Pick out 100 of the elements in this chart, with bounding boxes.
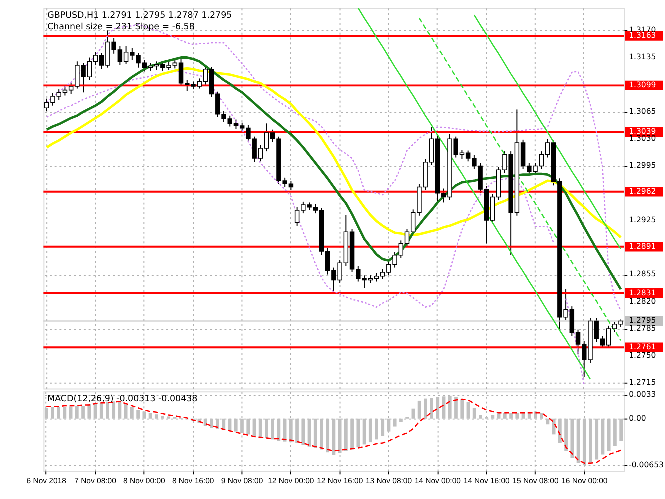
bar [112, 402, 116, 419]
y-tick-label: 1.2995 [629, 161, 656, 170]
line-series [358, 8, 592, 380]
bar [265, 418, 268, 438]
bar [344, 418, 348, 452]
chart-title: GBPUSD,H1 1.2791 1.2795 1.2787 1.2795 [48, 10, 232, 21]
bar [271, 418, 274, 440]
x-tick-label: 16 Nov 00:00 [562, 476, 608, 486]
bar [368, 418, 372, 443]
y-tick-label: 1.2715 [629, 378, 656, 388]
x-tick-label: 14 Nov 00:00 [414, 476, 461, 486]
ref-line-label: 1.3039 [629, 127, 656, 136]
bar [436, 397, 440, 419]
bar [69, 406, 73, 419]
ref-line-label: 1.3099 [629, 80, 656, 90]
bar [210, 418, 214, 428]
y-tick-label: -0.00653 [629, 460, 664, 470]
y-tick-label: 1.3065 [629, 106, 656, 116]
y-tick-label: 1.2820 [629, 296, 656, 306]
bar [589, 418, 592, 464]
bar [614, 418, 617, 446]
bar [326, 418, 330, 453]
bar [564, 418, 568, 452]
bar [607, 418, 611, 452]
x-tick-label: 9 Nov 08:00 [221, 476, 264, 486]
bar [302, 418, 306, 446]
y-tick-label: 0.0033 [629, 390, 656, 400]
bar [234, 418, 238, 432]
y-tick-label: 0.00 [629, 414, 646, 423]
bar [479, 415, 482, 419]
bar [381, 418, 385, 436]
bar [296, 418, 299, 444]
bar [216, 418, 220, 429]
bar [161, 416, 164, 419]
ref-line-label: 1.2962 [629, 186, 656, 196]
bar [338, 418, 342, 454]
bar [595, 418, 599, 460]
bar [246, 418, 250, 435]
x-tick-label: 12 Nov 16:00 [317, 476, 364, 486]
bar [540, 413, 544, 419]
bar [142, 412, 146, 419]
x-tick-label: 12 Nov 00:00 [268, 476, 314, 486]
bar [240, 418, 244, 434]
bar [136, 410, 140, 419]
x-tick-label: 8 Nov 16:00 [172, 476, 214, 486]
x-tick-label: 13 Nov 08:00 [366, 476, 412, 486]
bar [350, 418, 354, 450]
x-tick-label: 8 Nov 00:00 [124, 476, 166, 486]
bar [88, 404, 92, 419]
chart-title: MACD(12,26,9) -0.00313 -0.00438 [48, 394, 198, 404]
y-tick-label: 1.3135 [629, 52, 656, 62]
bar [44, 408, 48, 419]
bar [130, 407, 134, 419]
bar [124, 404, 128, 419]
bar [82, 406, 85, 419]
bar [51, 407, 54, 419]
y-tick-label: 1.2750 [629, 351, 656, 360]
x-tick-label: 6 Nov 2018 [26, 476, 66, 486]
bar [424, 398, 428, 419]
ref-line-label: 1.2761 [629, 342, 656, 352]
bar [277, 418, 281, 442]
bar [387, 418, 391, 432]
y-tick-label: 1.2925 [629, 215, 656, 224]
bar [106, 402, 110, 419]
bar [582, 418, 586, 466]
y-tick-label: 1.2855 [629, 270, 656, 279]
bar [320, 418, 324, 450]
bar [491, 415, 495, 419]
bar [100, 403, 104, 419]
bar [289, 418, 293, 443]
bar [558, 418, 562, 444]
ref-line-label: 1.2891 [629, 242, 656, 251]
x-tick-label: 7 Nov 08:00 [74, 476, 116, 486]
line-series [46, 24, 622, 312]
bar [472, 408, 476, 419]
x-tick-label: 15 Nov 08:00 [512, 476, 559, 486]
bar [454, 397, 458, 419]
bar [393, 418, 397, 427]
bar [448, 396, 452, 419]
bar [510, 413, 513, 419]
line-series [46, 56, 622, 291]
bar [148, 413, 152, 419]
bar [430, 398, 434, 419]
bar [154, 414, 158, 419]
bar [460, 400, 464, 419]
bar [75, 406, 79, 419]
line-series [474, 14, 622, 250]
bar [418, 400, 422, 419]
bar [356, 418, 360, 448]
ref-line-label: 1.2795 [629, 316, 656, 326]
y-tick-label: 1.2785 [629, 324, 656, 333]
ref-line-label: 1.2831 [629, 288, 656, 298]
bar [63, 407, 67, 419]
text: Channel size = 231 Slope = -6.58 [48, 22, 195, 33]
bar [375, 418, 378, 440]
bar [400, 418, 403, 422]
bar [516, 413, 520, 419]
bar [258, 418, 262, 438]
bar [570, 418, 574, 458]
x-tick-label: 14 Nov 16:00 [464, 476, 510, 486]
